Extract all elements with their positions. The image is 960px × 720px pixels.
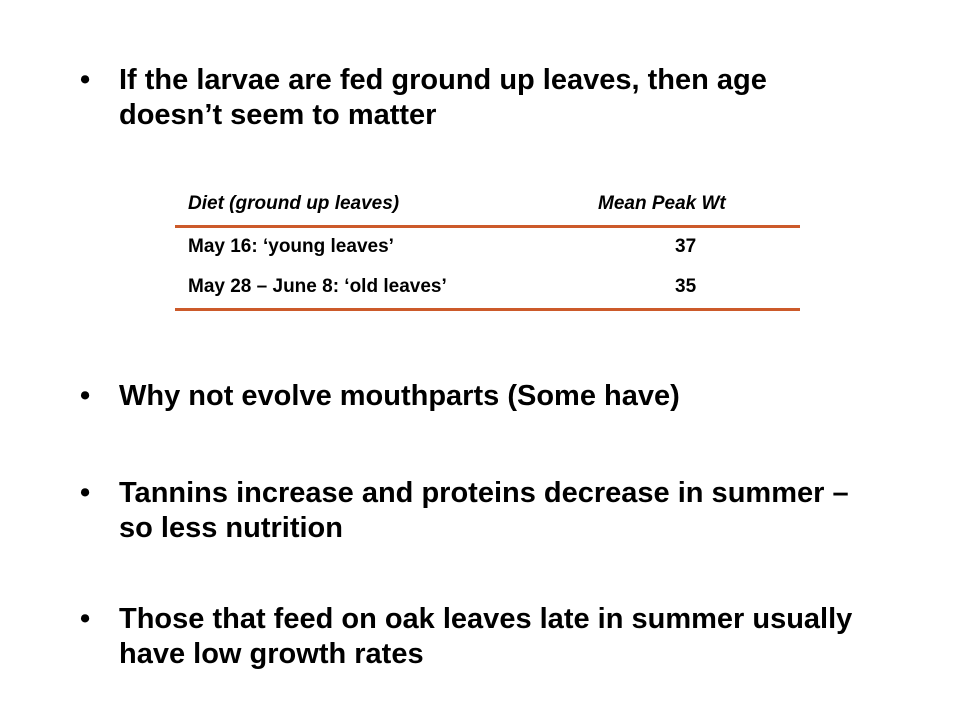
bullet-text: Tannins increase and proteins decrease i… (119, 477, 849, 544)
table-cell-weight: 35 (675, 276, 697, 297)
table-header-weight: Mean Peak Wt (598, 193, 726, 214)
table-header-diet: Diet (ground up leaves) (188, 193, 400, 214)
diet-weight-table: Diet (ground up leaves) Mean Peak Wt May… (175, 185, 800, 311)
table-cell-diet: May 28 – June 8: ‘old leaves’ (188, 276, 447, 297)
bullet-text: Why not evolve mouthparts (Some have) (119, 380, 680, 412)
table-header-rule (175, 225, 800, 228)
bullet-item-3: • Tannins increase and proteins decrease… (80, 476, 860, 546)
bullet-glyph: • (80, 477, 91, 509)
bullet-glyph: • (80, 64, 91, 96)
table-row: May 16: ‘young leaves’ 37 (175, 228, 800, 268)
table-cell-diet: May 16: ‘young leaves’ (188, 236, 394, 257)
bullet-item-2: • Why not evolve mouthparts (Some have) (80, 379, 860, 414)
bullet-item-1: • If the larvae are fed ground up leaves… (80, 63, 860, 133)
bullet-text: If the larvae are fed ground up leaves, … (119, 64, 767, 131)
table-header-row: Diet (ground up leaves) Mean Peak Wt (175, 185, 800, 225)
table-row: May 28 – June 8: ‘old leaves’ 35 (175, 268, 800, 308)
bullet-glyph: • (80, 603, 91, 635)
table-cell-weight: 37 (675, 236, 697, 257)
bullet-text: Those that feed on oak leaves late in su… (119, 603, 853, 670)
bullet-glyph: • (80, 380, 91, 412)
table-bottom-rule (175, 308, 800, 311)
bullet-item-4: • Those that feed on oak leaves late in … (80, 602, 860, 672)
